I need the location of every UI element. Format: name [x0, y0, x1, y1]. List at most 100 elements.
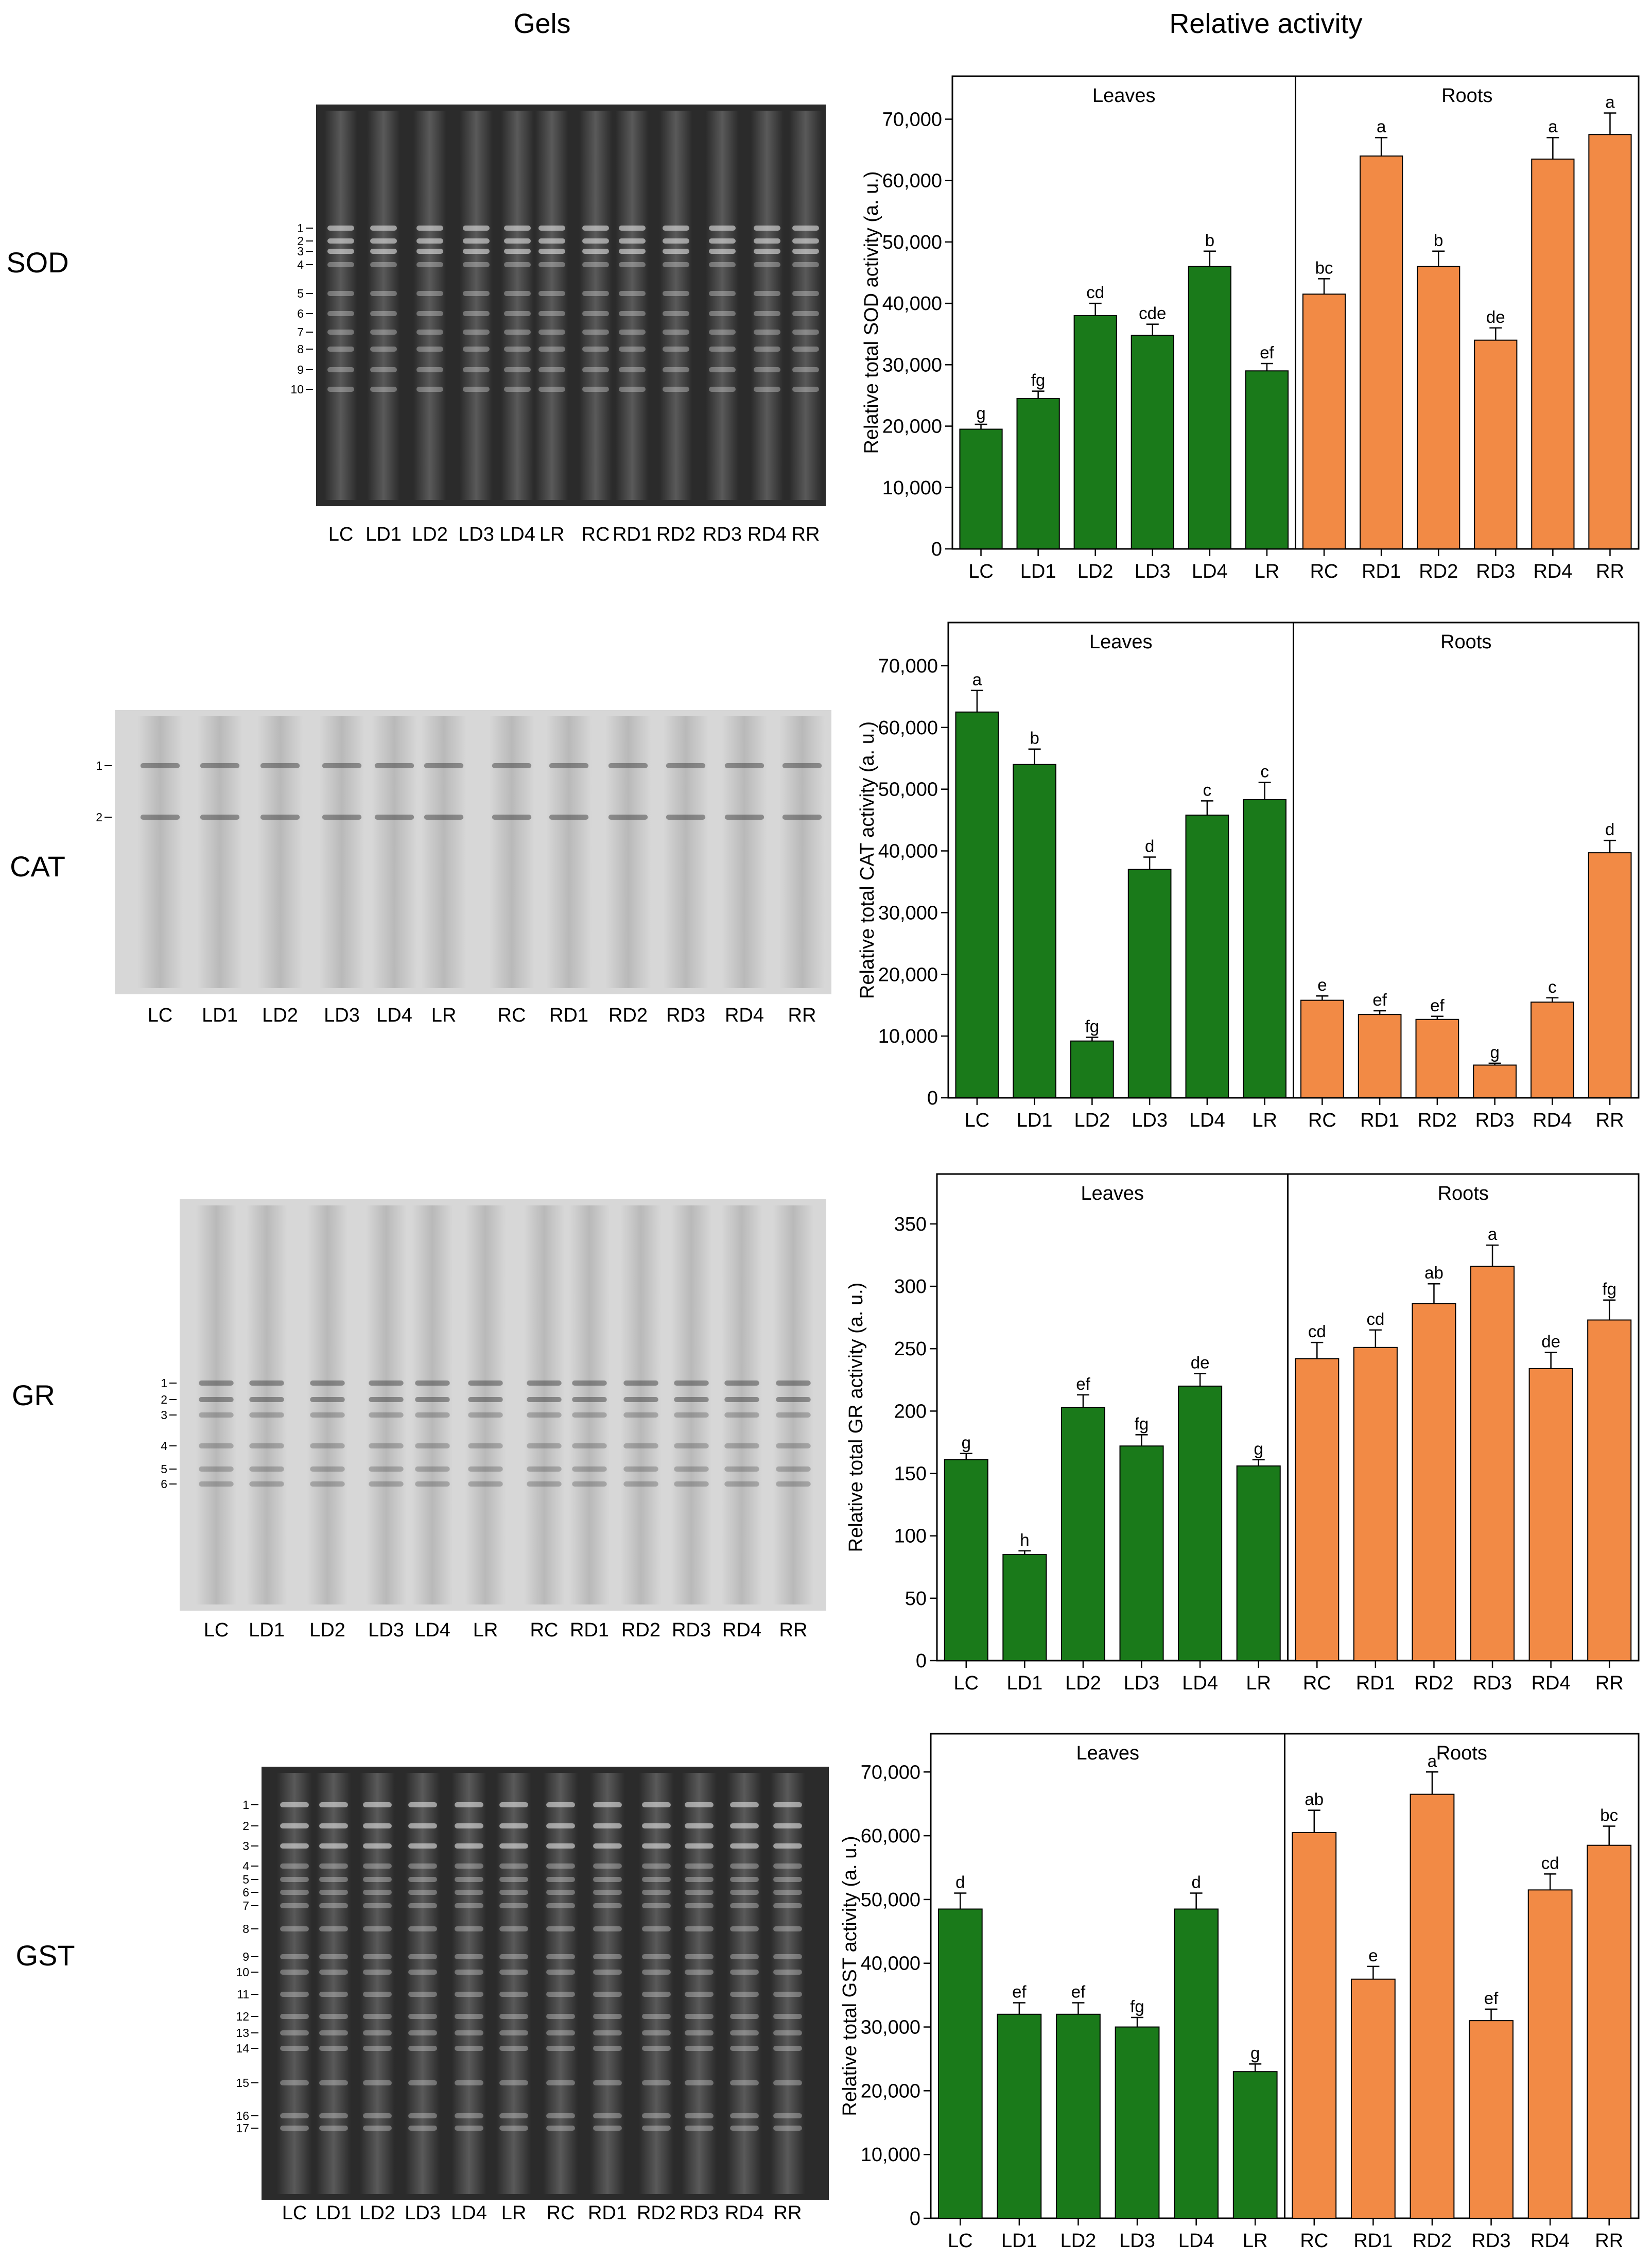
- gel-lane: [569, 1205, 610, 1604]
- gel-band: [369, 1397, 404, 1402]
- gel-band: [319, 2113, 348, 2118]
- gel-band: [140, 815, 180, 820]
- gel-band: [455, 1863, 483, 1869]
- bar: [1469, 2020, 1514, 2219]
- gel-band: [792, 291, 820, 296]
- significance-letter: bc: [1315, 258, 1333, 277]
- gel-band: [310, 1412, 345, 1418]
- significance-letter: e: [1368, 1946, 1378, 1965]
- gel-band: [527, 1481, 562, 1487]
- gel-band: [792, 387, 820, 392]
- y-tick-label: 200: [894, 1401, 927, 1422]
- band-label: 7: [242, 1899, 249, 1912]
- band-label: 2: [96, 810, 102, 824]
- gel-band: [140, 763, 180, 768]
- gel-lane-label: RD1: [588, 2202, 627, 2224]
- gel-band: [773, 1903, 802, 1908]
- gel-lane: [459, 111, 493, 500]
- bar: [1115, 2026, 1160, 2219]
- x-tick-label: RR: [1596, 561, 1624, 582]
- gel-band: [623, 1380, 658, 1386]
- gel-band: [527, 1412, 562, 1418]
- significance-letter: g: [1250, 2043, 1260, 2062]
- gel-band: [730, 1823, 759, 1828]
- gel-band: [753, 387, 781, 392]
- gel-lane: [500, 111, 534, 500]
- gel-lane-label: RD2: [637, 2202, 676, 2224]
- gel-band: [415, 1466, 450, 1472]
- gel-band: [618, 262, 646, 267]
- x-tick-label: RD1: [1360, 1110, 1399, 1131]
- gel-band: [724, 815, 764, 820]
- gel-lane-label: LD2: [412, 524, 448, 545]
- gel-band: [662, 291, 690, 296]
- gel-band: [455, 1877, 483, 1882]
- gel-band: [685, 2080, 714, 2085]
- gel-band: [582, 387, 610, 392]
- significance-letter: ef: [1260, 343, 1274, 362]
- bar: [955, 711, 999, 1098]
- gel-band: [773, 2014, 802, 2019]
- gel-band: [582, 238, 610, 244]
- significance-letter: fg: [1031, 371, 1046, 390]
- gel-band: [369, 1380, 404, 1386]
- gel-lane-label: LD3: [458, 524, 494, 545]
- gel-band: [773, 1843, 802, 1849]
- gel-band: [455, 1890, 483, 1895]
- gel-band: [370, 347, 397, 352]
- gel-band: [527, 1380, 562, 1386]
- gel-band: [319, 2126, 348, 2131]
- gel-band: [200, 763, 240, 768]
- gel-band: [319, 1926, 348, 1931]
- gel-band: [363, 1903, 392, 1908]
- bar: [1070, 1040, 1114, 1098]
- gel-band: [730, 2030, 759, 2035]
- gel-band: [370, 238, 397, 244]
- gel-band: [363, 2014, 392, 2019]
- bar: [1178, 1385, 1223, 1661]
- gel-band: [666, 763, 706, 768]
- gel-band: [593, 1802, 622, 1807]
- significance-letter: ef: [1076, 1374, 1090, 1393]
- bar: [1358, 1014, 1402, 1098]
- gel-band: [249, 1443, 284, 1448]
- bar: [1528, 1368, 1573, 1661]
- gel-band: [527, 1466, 562, 1472]
- gel-band: [415, 1481, 450, 1487]
- gel-band: [546, 1970, 575, 1975]
- gel-band: [280, 2046, 309, 2051]
- gel-lane-label: RD4: [747, 524, 787, 545]
- gel-lane-label: RD2: [621, 1619, 660, 1641]
- gel-lane-label: RD3: [672, 1619, 711, 1641]
- gel-band: [582, 347, 610, 352]
- x-tick-label: RR: [1595, 1672, 1624, 1694]
- gel-band: [582, 249, 610, 254]
- gel-band: [370, 249, 397, 254]
- gel-band: [593, 1903, 622, 1908]
- gel-band: [546, 2014, 575, 2019]
- gel-band: [310, 1397, 345, 1402]
- gel-band: [416, 249, 444, 254]
- gel-band: [363, 1890, 392, 1895]
- gel-band: [674, 1380, 709, 1386]
- group-title: Leaves: [1081, 1183, 1144, 1204]
- gel-band: [685, 1823, 714, 1828]
- band-label: 6: [161, 1477, 167, 1491]
- gel-band: [730, 2046, 759, 2051]
- gel-band: [199, 1397, 234, 1402]
- gel-band: [572, 1443, 607, 1448]
- gel-band: [708, 387, 736, 392]
- gel-band: [455, 2030, 483, 2035]
- band-label: 2: [242, 1819, 249, 1833]
- enzyme-label-sod: SOD: [6, 246, 68, 279]
- gel-band: [549, 815, 589, 820]
- gel-band: [708, 226, 736, 231]
- gel-band: [280, 1890, 309, 1895]
- gel-band: [753, 238, 781, 244]
- panel-gr: GR LC LD1 LD2 LD3 LD4 LR RC RD1 RD2 RD3 RD4 RR 1 2 3 4 5…: [12, 1173, 1640, 1694]
- x-tick-label: RD2: [1418, 1110, 1457, 1131]
- gel-band: [319, 1863, 348, 1869]
- band-label: 8: [242, 1922, 249, 1936]
- gel-lane-label: LD2: [262, 1005, 298, 1026]
- gel-band: [753, 226, 781, 231]
